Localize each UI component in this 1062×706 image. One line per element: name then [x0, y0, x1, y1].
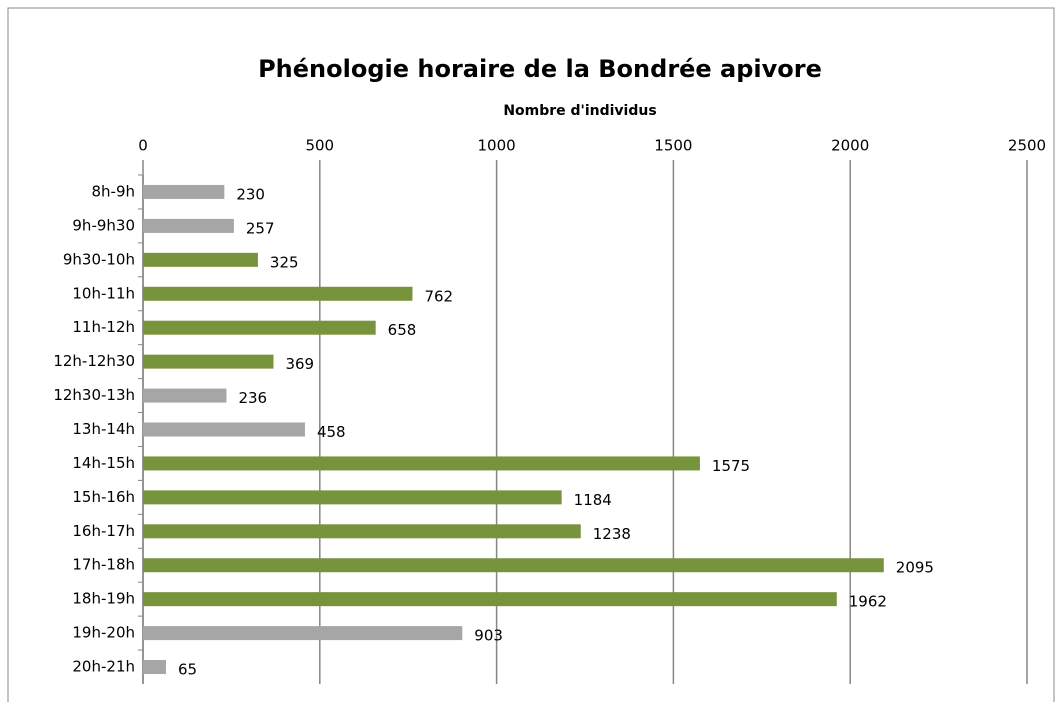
y-tick-label: 12h30-13h	[53, 386, 135, 404]
x-tick-label: 500	[305, 137, 334, 155]
x-tick-label: 0	[138, 137, 148, 155]
data-label: 458	[317, 423, 346, 441]
x-axis-label: Nombre d'individus	[503, 103, 656, 119]
data-label: 1962	[849, 593, 887, 611]
data-label: 257	[246, 219, 275, 237]
data-label: 1575	[712, 457, 750, 475]
bar	[143, 660, 166, 675]
data-label: 1238	[593, 525, 631, 543]
bar	[143, 286, 413, 301]
data-label: 762	[424, 287, 453, 305]
y-tick-label: 16h-17h	[72, 522, 135, 540]
y-tick-label: 13h-14h	[72, 420, 135, 438]
y-tick-label: 9h30-10h	[63, 250, 135, 268]
data-label: 325	[270, 253, 299, 271]
x-tick-label: 2500	[1008, 137, 1046, 155]
data-label: 236	[238, 389, 267, 407]
bar	[143, 626, 463, 641]
x-tick-label: 2000	[831, 137, 869, 155]
bar	[143, 354, 274, 369]
bar	[143, 218, 234, 233]
data-label: 658	[388, 321, 417, 339]
y-tick-label: 9h-9h30	[72, 216, 135, 234]
y-tick-label: 10h-11h	[72, 284, 135, 302]
data-label: 230	[236, 185, 265, 203]
bar	[143, 388, 227, 403]
y-tick-label: 14h-15h	[72, 454, 135, 472]
y-tick-label: 18h-19h	[72, 590, 135, 608]
bar	[143, 558, 884, 573]
bar	[143, 490, 562, 505]
y-tick-label: 11h-12h	[72, 318, 135, 336]
chart-title: Phénologie horaire de la Bondrée apivore	[258, 55, 822, 83]
bar	[143, 524, 581, 539]
bar	[143, 252, 258, 267]
bar	[143, 320, 376, 335]
y-tick-label: 19h-20h	[72, 624, 135, 642]
bar	[143, 184, 225, 199]
bar	[143, 422, 305, 437]
y-tick-label: 8h-9h	[91, 182, 135, 200]
data-label: 65	[178, 661, 197, 679]
y-tick-label: 17h-18h	[72, 556, 135, 574]
x-tick-label: 1000	[478, 137, 516, 155]
y-tick-label: 20h-21h	[72, 658, 135, 676]
data-label: 1184	[574, 491, 612, 509]
y-tick-label: 15h-16h	[72, 488, 135, 506]
bar	[143, 592, 837, 607]
y-tick-label: 12h-12h30	[53, 352, 135, 370]
data-label: 369	[285, 355, 314, 373]
bar	[143, 456, 700, 471]
x-tick-label: 1500	[654, 137, 692, 155]
data-label: 2095	[896, 559, 934, 577]
data-label: 903	[474, 627, 503, 645]
